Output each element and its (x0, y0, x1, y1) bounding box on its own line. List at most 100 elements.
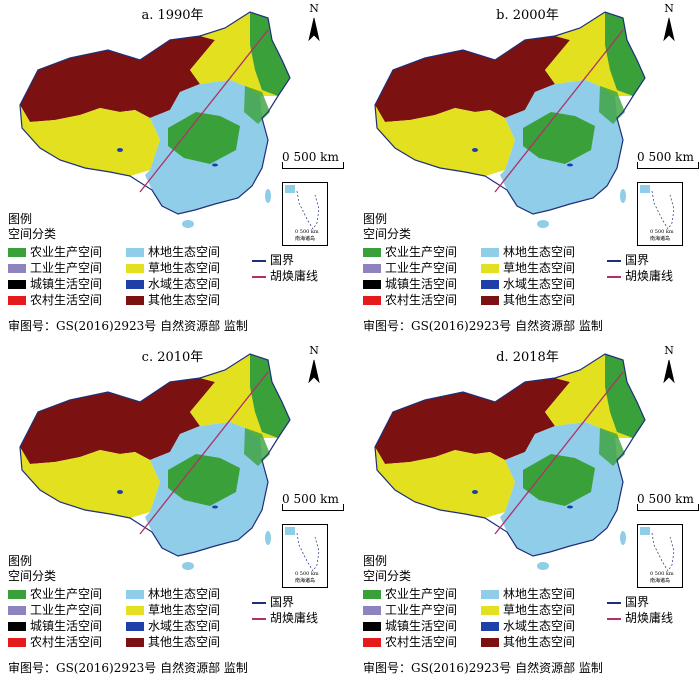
legend-item: 农业生产空间 (363, 244, 457, 260)
legend-label: 农业生产空间 (30, 587, 103, 601)
legend-item: 农村生活空间 (8, 634, 102, 650)
south-china-sea-inset: 0 500 km 南海诸岛 (282, 524, 328, 588)
legend-label: 林地生态空间 (148, 245, 221, 259)
legend-subheading: 空间分类 (363, 569, 412, 583)
legend-item: 农村生活空间 (363, 634, 457, 650)
map-water-2 (567, 505, 573, 509)
legend-item: 其他生态空间 (126, 634, 220, 650)
legend-item: 草地生态空间 (126, 602, 220, 618)
north-label: N (664, 2, 674, 15)
legend-item: 农业生产空间 (363, 586, 457, 602)
map-water-1 (472, 148, 478, 152)
legend-label: 农业生产空间 (385, 587, 458, 601)
legend-label: 城镇生活空间 (30, 619, 103, 633)
legend-label: 水域生态空间 (503, 277, 576, 291)
legend-swatch (363, 590, 381, 599)
legend-item: 林地生态空间 (126, 586, 220, 602)
legend-swatch (8, 264, 26, 273)
scale-bar: 0 500 km (282, 492, 344, 511)
inset-dash-line (651, 190, 675, 230)
map-region-grass (20, 447, 160, 518)
map-panel: a. 1990年 N 0 500 km 0 500 km 南海诸岛 图例 空间分… (0, 0, 345, 335)
inset-dash-line (651, 532, 675, 572)
legend-item: 水域生态空间 (481, 618, 575, 634)
map-hu-line (139, 29, 269, 193)
legend-swatch (8, 280, 26, 289)
legend-heading-block: 图例 空间分类 (8, 212, 56, 242)
legend-item: 农村生活空间 (363, 292, 457, 308)
legend-label: 农村生活空间 (30, 635, 103, 649)
map-panel: b. 2000年 N 0 500 km 0 500 km 南海诸岛 图例 空间分… (355, 0, 700, 335)
legend-item: 工业生产空间 (8, 260, 102, 276)
legend-item: 工业生产空间 (363, 602, 457, 618)
inset-scale: 0 500 km (295, 571, 319, 577)
legend-label: 城镇生活空间 (385, 619, 458, 633)
legend-item: 农村生活空间 (8, 292, 102, 308)
legend-label: 工业生产空间 (30, 603, 103, 617)
map-panel: d. 2018年 N 0 500 km 0 500 km 南海诸岛 图例 空间分… (355, 342, 700, 677)
map-water-2 (212, 505, 218, 509)
map-region-agri (168, 112, 240, 164)
legend-label: 水域生态空间 (503, 619, 576, 633)
legend-line-swatch (607, 275, 621, 278)
panel-title: d. 2018年 (496, 350, 559, 365)
legend-label: 农业生产空间 (385, 245, 458, 259)
legend-item: 水域生态空间 (126, 618, 220, 634)
legend-label: 草地生态空间 (503, 261, 576, 275)
legend-label: 其他生态空间 (148, 635, 221, 649)
legend-subheading: 空间分类 (8, 227, 57, 241)
legend-item: 城镇生活空间 (363, 276, 457, 292)
legend-label: 林地生态空间 (503, 587, 576, 601)
panel-title: a. 1990年 (141, 8, 204, 23)
map-region-other (375, 36, 570, 122)
map-taiwan (620, 531, 626, 545)
legend-item: 其他生态空间 (481, 634, 575, 650)
map-region-other (20, 36, 215, 122)
approval-number: 审图号：GS(2016)2923号 自然资源部 监制 (8, 319, 248, 333)
legend-swatch (126, 248, 144, 257)
map-national-border (19, 11, 291, 215)
scale-bar-graphic (282, 162, 344, 169)
legend-swatch (8, 606, 26, 615)
inset-dash-line (296, 532, 320, 572)
north-label: N (309, 344, 319, 357)
inset-caption: 南海诸岛 (294, 578, 315, 584)
legend-swatch (8, 248, 26, 257)
legend-line-label: 胡焕庸线 (625, 611, 674, 625)
map-region-agri (168, 454, 240, 506)
legend-swatch (481, 280, 499, 289)
legend-label: 草地生态空间 (148, 261, 221, 275)
legend-swatch (363, 280, 381, 289)
inset-land (640, 527, 650, 535)
legend-item: 草地生态空间 (481, 602, 575, 618)
map-region-ne-forest (250, 354, 290, 438)
map-water-1 (472, 490, 478, 494)
scale-bar: 0 500 km (637, 150, 699, 169)
inset-scale: 0 500 km (295, 229, 319, 235)
inset-land (285, 527, 295, 535)
scale-bar: 0 500 km (637, 492, 699, 511)
legend-swatch (8, 622, 26, 631)
scale-bar-graphic (637, 504, 699, 511)
scale-bar-graphic (282, 504, 344, 511)
map-hainan (537, 562, 549, 570)
legend-heading-block: 图例 空间分类 (8, 554, 56, 584)
legend-label: 工业生产空间 (385, 603, 458, 617)
map-panel: c. 2010年 N 0 500 km 0 500 km 南海诸岛 图例 空间分… (0, 342, 345, 677)
north-arrow-icon (308, 359, 320, 384)
legend-label: 草地生态空间 (503, 603, 576, 617)
legend-label: 其他生态空间 (503, 635, 576, 649)
legend-item: 城镇生活空间 (8, 276, 102, 292)
legend-label: 其他生态空间 (148, 293, 221, 307)
legend-item: 城镇生活空间 (363, 618, 457, 634)
legend-line-label: 国界 (270, 253, 295, 267)
legend-line-swatch (607, 259, 621, 262)
legend-label: 农村生活空间 (385, 635, 458, 649)
inset-scale: 0 500 km (650, 229, 674, 235)
legend-item: 农业生产空间 (8, 586, 102, 602)
scale-label: 0 500 km (637, 150, 694, 164)
legend-label: 工业生产空间 (385, 261, 458, 275)
legend-subheading: 空间分类 (8, 569, 57, 583)
legend-line-item: 胡焕庸线 (252, 610, 318, 626)
legend-item: 水域生态空间 (126, 276, 220, 292)
